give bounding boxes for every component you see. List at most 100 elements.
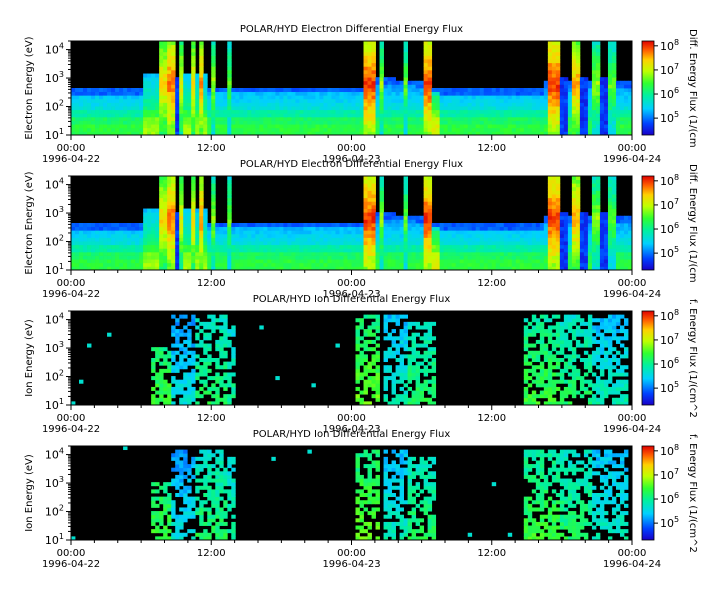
heatmap-cell <box>539 88 545 93</box>
heatmap-cell <box>583 88 589 93</box>
heatmap-cell <box>155 102 160 107</box>
heatmap-cell <box>551 262 557 267</box>
heatmap-cell <box>387 124 392 129</box>
heatmap-cell <box>603 127 609 132</box>
heatmap-cell <box>227 219 232 224</box>
heatmap-cell <box>455 226 461 231</box>
heatmap-cell <box>243 259 248 264</box>
heatmap-cell <box>231 350 236 355</box>
heatmap-cell <box>363 233 368 238</box>
heatmap-cell <box>567 230 573 235</box>
heatmap-cell <box>447 127 453 132</box>
heatmap-cell <box>315 102 320 107</box>
heatmap-cell <box>167 183 172 188</box>
heatmap-cell <box>547 120 553 125</box>
heatmap-cell <box>131 102 136 107</box>
heatmap-cell <box>331 116 336 121</box>
heatmap-cell <box>319 251 324 256</box>
heatmap-cell <box>115 102 120 107</box>
heatmap-cell <box>459 230 465 235</box>
heatmap-cell <box>295 259 300 264</box>
heatmap-cell <box>171 208 176 213</box>
heatmap-cell <box>163 379 168 384</box>
heatmap-cell <box>403 127 408 132</box>
heatmap-cell <box>151 113 156 118</box>
heatmap-cell <box>303 244 308 249</box>
heatmap-cell <box>591 219 597 224</box>
heatmap-cell <box>159 251 164 256</box>
heatmap-cell <box>363 80 368 85</box>
heatmap-cell <box>563 262 569 267</box>
heatmap-cell <box>331 127 336 132</box>
heatmap-cell <box>507 255 513 260</box>
heatmap-cell <box>615 106 621 111</box>
heatmap-cell <box>379 84 384 89</box>
heatmap-cell <box>291 106 296 111</box>
heatmap-cell <box>219 350 224 355</box>
heatmap-cell <box>559 230 565 235</box>
heatmap-cell <box>507 259 513 264</box>
heatmap-cell <box>219 262 224 267</box>
heatmap-cell <box>411 219 417 224</box>
heatmap-cell <box>163 251 168 256</box>
heatmap-cell <box>367 113 372 118</box>
heatmap-cell <box>487 223 493 228</box>
heatmap-cell <box>367 48 372 53</box>
heatmap-cell <box>423 190 429 195</box>
heatmap-cell <box>619 116 625 121</box>
heatmap-cell <box>87 266 92 271</box>
heatmap-cell <box>287 106 292 111</box>
heatmap-cell <box>511 124 517 129</box>
heatmap-cell <box>539 106 545 111</box>
heatmap-cell <box>563 241 569 246</box>
heatmap-cell <box>231 113 236 118</box>
heatmap-cell <box>87 262 92 267</box>
heatmap-cell <box>571 98 577 103</box>
heatmap-cell <box>427 241 433 246</box>
heatmap-cell <box>199 109 204 114</box>
heatmap-cell <box>275 113 280 118</box>
heatmap-cell <box>503 106 509 111</box>
heatmap-cell <box>491 116 497 121</box>
heatmap-cell <box>223 91 228 96</box>
heatmap-cell <box>539 237 545 242</box>
heatmap-cell <box>191 397 196 402</box>
heatmap-cell <box>331 255 336 260</box>
heatmap-cell <box>111 131 116 136</box>
heatmap-cell <box>303 230 308 235</box>
heatmap-cell <box>95 131 100 136</box>
heatmap-cell <box>87 259 92 264</box>
heatmap-cell <box>439 124 445 129</box>
heatmap-cell <box>483 259 489 264</box>
heatmap-cell <box>459 120 465 125</box>
heatmap-cell <box>343 91 348 96</box>
heatmap-cell <box>439 248 445 253</box>
heatmap-cell <box>423 179 429 184</box>
heatmap-cell <box>439 237 445 242</box>
heatmap-cell <box>207 237 212 242</box>
heatmap-cell <box>159 109 164 114</box>
heatmap-cell <box>143 95 148 100</box>
heatmap-cell <box>71 248 76 253</box>
heatmap-cell <box>383 255 388 260</box>
heatmap-cell <box>319 255 324 260</box>
heatmap-cell <box>227 113 232 118</box>
heatmap-cell <box>199 372 204 377</box>
heatmap-cell <box>183 255 188 260</box>
heatmap-cell <box>595 127 601 132</box>
heatmap-cell <box>427 215 433 220</box>
heatmap-cell <box>235 237 240 242</box>
heatmap-cell <box>571 219 577 224</box>
heatmap-cell <box>579 91 585 96</box>
heatmap-cell <box>91 241 96 246</box>
heatmap-cell <box>459 131 465 136</box>
heatmap-cell <box>215 397 220 402</box>
heatmap-cell <box>191 390 196 395</box>
heatmap-cell <box>115 127 120 132</box>
heatmap-cell <box>343 127 348 132</box>
heatmap-cell <box>575 176 581 181</box>
heatmap-cell <box>311 88 316 93</box>
heatmap-cell <box>375 113 380 118</box>
heatmap-cell <box>435 131 441 136</box>
heatmap-cell <box>595 113 601 118</box>
